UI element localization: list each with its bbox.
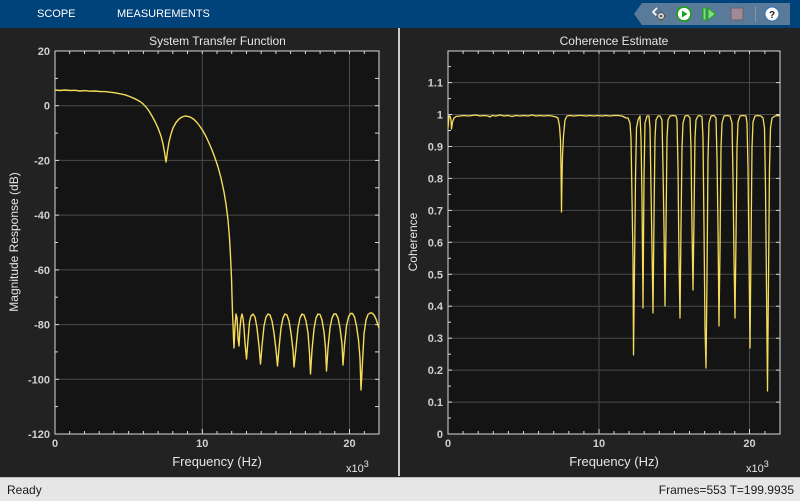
stop-icon [730, 7, 744, 21]
x-exponent-label: x103 [746, 459, 769, 475]
xtick-label: 20 [743, 438, 755, 450]
y-axis-label: Coherence [406, 212, 420, 271]
ytick-label: 0.7 [428, 205, 443, 217]
ytick-label: 0.2 [428, 365, 443, 377]
ytick-label: -20 [34, 155, 50, 167]
xtick-label: 0 [445, 438, 451, 450]
quick-access-toolbar: ? [634, 3, 790, 25]
xtick-label: 0 [52, 438, 58, 450]
y-axis-label: Magnitude Response (dB) [7, 172, 21, 311]
x-axis-label: Frequency (Hz) [569, 454, 659, 469]
status-text: Ready [7, 483, 42, 497]
x-axis-label: Frequency (Hz) [172, 454, 262, 469]
ytick-label: 1.1 [428, 78, 443, 90]
transfer-function-axes[interactable]: 20 0 -20 -40 -60 -80 -100 -120 0 10 20 F… [0, 28, 399, 476]
ytick-label: -60 [34, 265, 50, 277]
ytick-label: 0 [44, 101, 50, 113]
ytick-label: 20 [38, 46, 50, 58]
help-button[interactable]: ? [764, 6, 780, 22]
coherence-trace [447, 114, 781, 392]
xtick-label: 10 [196, 438, 208, 450]
plot-title: System Transfer Function [149, 34, 286, 48]
xtick-label: 20 [343, 438, 355, 450]
run-button[interactable] [676, 6, 692, 22]
help-icon: ? [764, 6, 780, 22]
status-bar: Ready Frames=553 T=199.9935 [0, 477, 800, 501]
xtick-label: 10 [593, 438, 605, 450]
settings-gear-icon [651, 7, 666, 21]
transfer-function-trace [54, 89, 380, 391]
ytick-label: 0.4 [428, 301, 444, 313]
frame-time-readout: Frames=553 T=199.9935 [658, 483, 794, 497]
plot-title: Coherence Estimate [559, 34, 669, 48]
ytick-label: -120 [28, 429, 50, 441]
tab-scope[interactable]: SCOPE [37, 8, 76, 20]
panel-divider[interactable] [398, 28, 400, 476]
tab-measurements[interactable]: MEASUREMENTS [117, 8, 210, 20]
ytick-label: -40 [34, 210, 50, 222]
run-icon [676, 6, 692, 22]
ytick-label: 0.1 [428, 397, 443, 409]
ytick-label: 0.9 [428, 142, 443, 154]
stop-button[interactable] [729, 6, 745, 22]
ytick-label: 1 [437, 110, 443, 122]
step-forward-icon [702, 6, 717, 22]
step-forward-button[interactable] [701, 6, 717, 22]
coherence-panel: Coherence Estimate [400, 28, 799, 476]
transfer-function-panel: System Transfer Function [0, 28, 399, 476]
ytick-label: 0.5 [428, 269, 443, 281]
ytick-label: -100 [28, 374, 50, 386]
ytick-label: 0.3 [428, 333, 443, 345]
settings-button[interactable] [651, 6, 667, 22]
ytick-label: 0.6 [428, 237, 443, 249]
ytick-label: 0 [437, 429, 443, 441]
toolstrip-header: SCOPE MEASUREMENTS [0, 0, 800, 28]
svg-text:?: ? [769, 10, 775, 21]
ytick-label: -80 [34, 320, 50, 332]
coherence-axes[interactable]: 1.1 1 0.9 0.8 0.7 0.6 0.5 0.4 0.3 0.2 0.… [400, 28, 800, 476]
ytick-label: 0.8 [428, 173, 443, 185]
toolbar-separator [755, 6, 756, 22]
x-exponent-label: x103 [346, 459, 369, 475]
